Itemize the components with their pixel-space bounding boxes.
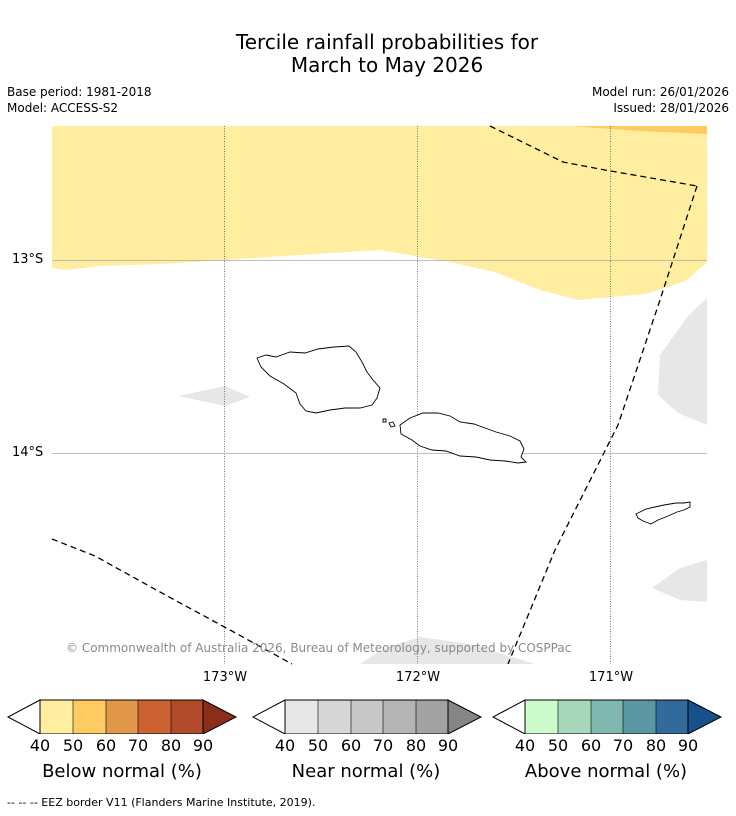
colorbar-near-under-arrow <box>251 699 286 734</box>
colorbar-near-label: Near normal (%) <box>291 761 441 782</box>
tick-above-70: 70 <box>612 736 634 755</box>
colorbar-above-swatch-70 <box>623 700 656 734</box>
model-run: Model run: 26/01/2026 <box>591 85 729 99</box>
lat-label-14s: 14°S <box>12 445 44 460</box>
title-line-2: March to May 2026 <box>290 53 484 77</box>
near-normal-patch-east <box>658 298 707 425</box>
colorbar-above-swatch-60 <box>591 700 623 734</box>
colorbar-below-dividers <box>72 700 172 734</box>
colorbar-near-swatch-70 <box>383 700 416 734</box>
upolu-island <box>399 412 527 464</box>
near-normal-patch-south <box>360 637 535 664</box>
colorbar-near-swatch-80 <box>416 700 448 734</box>
tick-above-60: 60 <box>580 736 602 755</box>
colorbar-near-swatch-40 <box>285 700 318 734</box>
colorbar-above-label: Above normal (%) <box>524 761 688 782</box>
islands <box>256 345 691 525</box>
colorbar-near-normal <box>251 699 483 734</box>
tick-below-50: 50 <box>62 736 84 755</box>
tick-above-50: 50 <box>547 736 569 755</box>
tick-near-80: 80 <box>405 736 427 755</box>
eez-border <box>51 125 698 665</box>
colorbar-above-under-arrow <box>491 699 526 734</box>
meta-left: Base period: 1981-2018 Model: ACCESS-S2 <box>7 84 152 116</box>
graticule <box>52 126 707 664</box>
colorbar-below-swatch-50 <box>73 700 106 734</box>
colorbar-near-swatch-60 <box>351 700 383 734</box>
colorbar-below-over-arrow <box>202 699 238 734</box>
tick-near-40: 40 <box>274 736 296 755</box>
meta-right: Model run: 26/01/2026 Issued: 28/01/2026 <box>592 84 729 116</box>
colorbar-above-dividers <box>557 700 657 734</box>
lat-label-13s: 13°S <box>12 252 44 267</box>
colorbar-below-under-arrow <box>6 699 41 734</box>
colorbar-below-swatch-80 <box>171 700 203 734</box>
colorbar-below-frame <box>39 699 204 734</box>
colorbar-near-swatch-50 <box>318 700 351 734</box>
eez-legend-note: -- -- -- EEZ border V11 (Flanders Marine… <box>7 796 316 809</box>
colorbar-below-swatch-70 <box>138 700 171 734</box>
issued-date: Issued: 28/01/2026 <box>613 101 729 115</box>
lon-label-173w: 173°W <box>202 670 248 685</box>
tick-above-80: 80 <box>645 736 667 755</box>
colorbar-below-swatch-40 <box>40 700 73 734</box>
colorbar-below-swatch-60 <box>106 700 138 734</box>
colorbar-near-frame <box>284 699 449 734</box>
eez-border-southwest <box>51 538 293 665</box>
tutuila-island <box>635 501 691 525</box>
colorbar-above-frame <box>524 699 689 734</box>
colorbar-near-dividers <box>317 700 417 734</box>
eez-border-east <box>507 185 698 665</box>
colorbar-near-over-arrow <box>447 699 483 734</box>
base-period: Base period: 1981-2018 <box>7 85 152 99</box>
tick-near-90: 90 <box>437 736 459 755</box>
lon-label-171w: 171°W <box>588 670 634 685</box>
model-name: Model: ACCESS-S2 <box>7 101 119 115</box>
tick-near-70: 70 <box>372 736 394 755</box>
near-normal-patch-west <box>178 386 250 406</box>
tick-above-40: 40 <box>514 736 536 755</box>
tick-below-90: 90 <box>192 736 214 755</box>
tick-below-40: 40 <box>29 736 51 755</box>
tick-below-60: 60 <box>95 736 117 755</box>
colorbar-above-over-arrow <box>687 699 723 734</box>
below-normal-50-60-region <box>570 126 707 134</box>
manono-island <box>388 421 396 428</box>
below-normal-40-50-region <box>52 126 707 300</box>
tick-above-90: 90 <box>677 736 699 755</box>
colorbar-above-normal <box>491 699 723 734</box>
lon-label-172w: 172°W <box>395 670 441 685</box>
near-normal-patch-southeast <box>652 560 707 602</box>
title-line-1: Tercile rainfall probabilities for <box>235 30 539 54</box>
colorbar-above-swatch-40 <box>525 700 558 734</box>
colorbar-below-normal <box>6 699 238 734</box>
colorbar-above-swatch-50 <box>558 700 591 734</box>
map-title: Tercile rainfall probabilities for March… <box>0 31 736 77</box>
tick-below-70: 70 <box>127 736 149 755</box>
colorbar-above-swatch-80 <box>656 700 688 734</box>
colorbar-below-label: Below normal (%) <box>42 761 202 782</box>
apolima-island <box>382 418 387 423</box>
eez-border-north <box>489 125 698 187</box>
tick-near-60: 60 <box>340 736 362 755</box>
tick-near-50: 50 <box>307 736 329 755</box>
copyright-notice: © Commonwealth of Australia 2026, Bureau… <box>66 641 572 655</box>
savaii-island <box>256 345 381 414</box>
tick-below-80: 80 <box>160 736 182 755</box>
